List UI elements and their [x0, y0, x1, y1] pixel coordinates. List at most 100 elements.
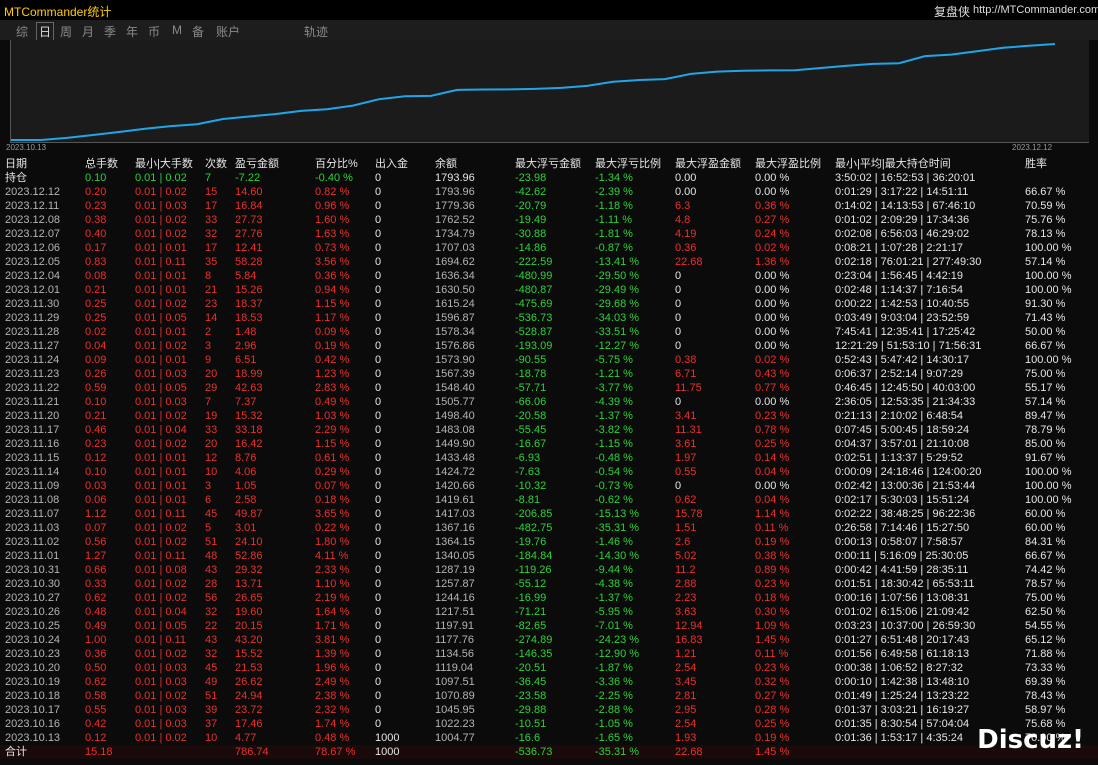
- table-cell: 0:01:02 | 2:09:29 | 17:34:36: [835, 214, 970, 226]
- table-cell: 0:23:04 | 1:56:45 | 4:42:19: [835, 270, 964, 282]
- table-cell: 0: [675, 326, 682, 338]
- table-cell: 29.32: [235, 564, 263, 576]
- table-cell: -1.81 %: [595, 228, 633, 240]
- holding-cell: -1.34 %: [595, 172, 633, 184]
- table-cell: 1.51: [675, 522, 697, 534]
- table-cell: 100.00 %: [1025, 466, 1072, 478]
- table-cell: 14.60: [235, 186, 263, 198]
- table-cell: 0: [375, 354, 382, 366]
- tab[interactable]: 账户: [216, 25, 241, 39]
- table-cell: 0.21: [85, 284, 107, 296]
- table-cell: 1.10 %: [315, 578, 350, 590]
- holding-cell: 0.10: [85, 172, 107, 184]
- tab[interactable]: 季: [104, 25, 117, 39]
- total-cell: 1000: [375, 746, 400, 758]
- table-cell: 2023.11.15: [5, 452, 60, 464]
- tab[interactable]: 币: [148, 25, 161, 39]
- table-cell: 0:02:08 | 6:56:03 | 46:29:02: [835, 228, 970, 240]
- table-cell: 0.83: [85, 256, 107, 268]
- table-cell: 0: [375, 298, 382, 310]
- table-cell: 4.19: [675, 228, 697, 240]
- table-cell: 0: [375, 494, 382, 506]
- table-cell: 0: [375, 508, 382, 520]
- tab[interactable]: 月: [82, 25, 95, 39]
- table-cell: 6.51: [235, 354, 257, 366]
- table-cell: 21.53: [235, 662, 263, 674]
- holding-cell: 0.00 %: [755, 172, 790, 184]
- table-cell: -55.12: [515, 578, 547, 590]
- table-cell: 0.00 %: [755, 284, 790, 296]
- table-cell: 2023.12.07: [5, 228, 61, 240]
- table-cell: 78.13 %: [1025, 228, 1066, 240]
- table-cell: 28: [205, 578, 218, 590]
- table-cell: 1217.51: [435, 606, 475, 618]
- table-cell: 16.83: [675, 634, 703, 646]
- table-cell: 0.04: [85, 340, 107, 352]
- table-cell: 91.30 %: [1025, 298, 1066, 310]
- table-cell: 0.00 %: [755, 396, 790, 408]
- table-cell: 0:06:37 | 2:52:14 | 9:07:29: [835, 368, 964, 380]
- table-cell: 75.00 %: [1025, 592, 1066, 604]
- tab[interactable]: 备: [192, 25, 205, 39]
- table-cell: -5.75 %: [595, 354, 633, 366]
- table-cell: 6: [205, 494, 212, 506]
- table-cell: 0.01 | 0.11: [135, 550, 186, 562]
- table-cell: 0.01 | 0.05: [135, 382, 187, 394]
- table-cell: 2.6: [675, 536, 691, 548]
- tab[interactable]: 轨迹: [304, 25, 329, 39]
- table-cell: 4.11 %: [315, 550, 349, 562]
- table-cell: 75.00 %: [1025, 368, 1066, 380]
- table-cell: 0: [375, 312, 382, 324]
- table-cell: 1694.62: [435, 256, 475, 268]
- table-cell: 0: [675, 312, 682, 324]
- table-cell: 2.81: [675, 690, 697, 702]
- table-cell: 0: [675, 396, 682, 408]
- column-header: 最小|平均|最大持仓时间: [835, 158, 951, 170]
- equity-line: [11, 43, 1056, 141]
- tab[interactable]: 周: [60, 25, 73, 39]
- table-cell: 0.01 | 0.04: [135, 606, 187, 618]
- tab[interactable]: 综: [16, 25, 29, 39]
- table-cell: 1762.52: [435, 214, 475, 226]
- table-cell: 0: [375, 424, 382, 436]
- tab[interactable]: 日: [36, 22, 55, 41]
- table-cell: 7:45:41 | 12:35:41 | 17:25:42: [835, 326, 976, 338]
- table-cell: -35.31 %: [595, 522, 640, 534]
- table-cell: 0.82 %: [315, 186, 350, 198]
- table-cell: 0:02:22 | 38:48:25 | 96:22:36: [835, 508, 976, 520]
- table-cell: 0.06: [85, 494, 107, 506]
- table-cell: 0.77 %: [755, 382, 790, 394]
- table-cell: 78.57 %: [1025, 578, 1066, 590]
- holding-cell: 3:50:02 | 16:52:53 | 36:20:01: [835, 172, 976, 184]
- column-header: 日期: [5, 158, 27, 170]
- site-name[interactable]: 复盘侠: [934, 5, 971, 19]
- table-cell: 0: [375, 718, 382, 730]
- table-cell: 0.01 | 0.03: [135, 396, 187, 408]
- table-cell: 22: [205, 620, 218, 632]
- table-cell: 1417.03: [435, 508, 475, 520]
- tab[interactable]: 年: [126, 25, 139, 39]
- table-cell: 1000: [375, 732, 400, 744]
- table-cell: 0.62: [85, 592, 107, 604]
- table-cell: 55.17 %: [1025, 382, 1066, 394]
- table-cell: 0: [375, 690, 382, 702]
- table-cell: 0.25 %: [755, 438, 790, 450]
- table-cell: 0: [675, 340, 682, 352]
- table-cell: 43: [205, 564, 218, 576]
- table-cell: -8.81: [515, 494, 541, 506]
- table-cell: 45: [205, 508, 218, 520]
- table-cell: 3: [205, 340, 212, 352]
- table-cell: 11.75: [675, 382, 702, 394]
- tab[interactable]: M: [172, 23, 182, 37]
- table-cell: 0: [675, 284, 682, 296]
- table-cell: 0.33: [85, 578, 107, 590]
- table-cell: 0: [375, 256, 382, 268]
- table-cell: -10.51: [515, 718, 547, 730]
- table-cell: 0.25: [85, 298, 107, 310]
- table-cell: 2.96: [235, 340, 257, 352]
- site-url[interactable]: http://MTCommander.com: [973, 4, 1098, 16]
- table-cell: 0: [675, 270, 682, 282]
- table-cell: 0:21:13 | 2:10:02 | 6:48:54: [835, 410, 964, 422]
- table-cell: 0: [375, 382, 382, 394]
- holding-cell: 7: [205, 172, 212, 184]
